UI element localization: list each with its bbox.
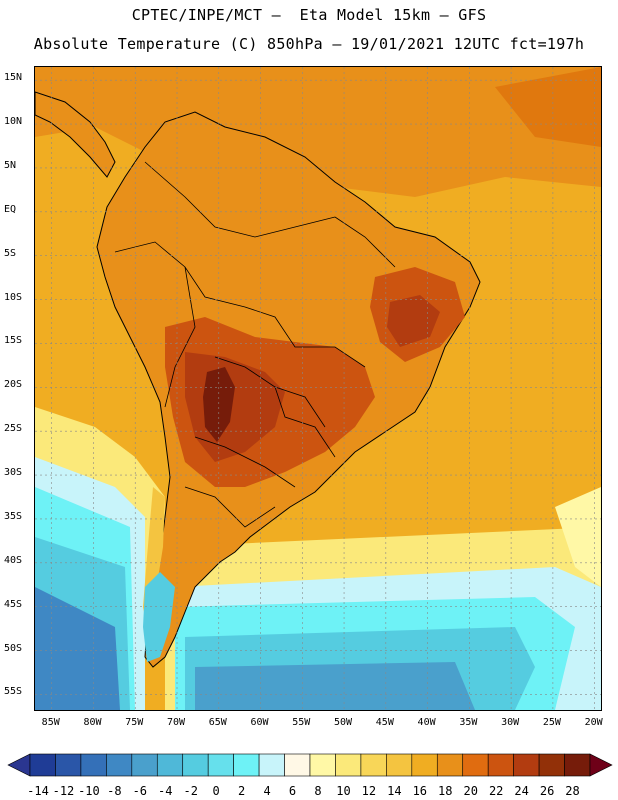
longitude-label: 50W: [334, 717, 353, 728]
tropical-hot-patch: [495, 67, 601, 147]
colorbar-tick-label: -8: [107, 784, 122, 798]
colorbar-segment: [309, 753, 336, 777]
central-america: [35, 91, 116, 178]
temperature-map: [34, 66, 602, 711]
northeast-hotter-patch: [387, 295, 440, 347]
temperature-colorbar: [7, 753, 613, 777]
colorbar-tick-label: 16: [412, 784, 428, 798]
colorbar-tick-label: 0: [212, 784, 220, 798]
colorbar-tick-label: -14: [27, 784, 49, 798]
colorbar-segment: [411, 753, 438, 777]
chart-title-line-1: CPTEC/INPE/MCT – Eta Model 15km – GFS: [131, 6, 487, 24]
tropical-warm-band: [35, 67, 601, 197]
latitude-label: 10S: [4, 291, 23, 303]
latitude-label: 25S: [4, 423, 23, 435]
latitude-label: 35S: [4, 510, 23, 522]
chart-title-line-2: Absolute Temperature (C) 850hPa – 19/01/…: [33, 35, 585, 53]
colorbar-tick-label: 12: [361, 784, 377, 798]
colorbar-low-arrow: [7, 753, 31, 777]
longitude-label: 40W: [417, 717, 436, 728]
longitude-label: 75W: [125, 717, 144, 728]
latitude-label: 5N: [4, 159, 17, 171]
colorbar-segment: [335, 753, 362, 777]
hottest-core: [203, 367, 235, 442]
colorbar-segment: [29, 753, 56, 777]
colorbar-segment: [131, 753, 158, 777]
colorbar-segment: [360, 753, 387, 777]
colorbar-tick-label: 8: [314, 784, 322, 798]
latitude-label: 5S: [4, 247, 17, 259]
colorbar-tick-label: -12: [52, 784, 75, 798]
longitude-label: 65W: [208, 717, 227, 728]
longitude-label: 35W: [459, 717, 478, 728]
colorbar-tick-label: -2: [183, 784, 198, 798]
longitude-label: 85W: [41, 717, 60, 728]
colorbar-segment: [436, 753, 464, 777]
latitude-label: 15S: [4, 335, 23, 347]
colorbar-segment: [462, 753, 489, 777]
longitude-label: 80W: [83, 717, 102, 728]
colorbar-high-arrow: [589, 753, 613, 777]
colorbar-segment: [106, 753, 133, 777]
coldest-band-south: [195, 662, 475, 710]
colorbar-tick-label: 2: [238, 784, 246, 798]
latitude-label: 15N: [4, 72, 23, 84]
latitude-label: 45S: [4, 598, 23, 610]
colorbar-tick-label: 4: [263, 784, 271, 798]
longitude-label: 55W: [292, 717, 311, 728]
colorbar-tick-label: -10: [78, 784, 100, 798]
pale-band-east: [555, 487, 601, 587]
colorbar-tick-label: 24: [514, 784, 529, 798]
colorbar-tick-label: 28: [565, 784, 580, 798]
colorbar-tick-label: 10: [336, 784, 351, 798]
latitude-label: EQ: [4, 203, 17, 215]
colorbar-segment: [487, 753, 514, 777]
colorbar-segment: [156, 753, 184, 777]
colorbar-segment: [386, 753, 413, 777]
latitude-label: 20S: [4, 379, 23, 391]
colorbar-tick-label: 20: [463, 784, 478, 798]
latitude-label: 50S: [4, 642, 23, 654]
longitude-label: 30W: [501, 717, 520, 728]
colorbar-tick-label: -6: [132, 784, 148, 798]
colorbar-segment: [233, 753, 260, 777]
country-borders: [114, 161, 396, 528]
patagonia-cold: [143, 572, 175, 662]
colorbar-tick-label: 6: [288, 784, 297, 798]
colorbar-segment: [538, 753, 565, 777]
colorbar-segment: [513, 753, 540, 777]
latitude-label: 55S: [4, 686, 23, 698]
colorbar-segment: [258, 753, 285, 777]
longitude-label: 60W: [250, 717, 269, 728]
latitude-label: 30S: [4, 467, 23, 479]
latitude-label: 10N: [4, 116, 23, 128]
colorbar-segment: [207, 753, 234, 777]
longitude-label: 20W: [584, 717, 603, 728]
colorbar-segment: [284, 753, 311, 777]
colorbar-segment: [564, 753, 591, 777]
map-canvas: [35, 67, 601, 710]
colorbar-tick-label: 14: [387, 784, 402, 798]
colorbar-segment: [80, 753, 107, 777]
longitude-label: 25W: [542, 717, 561, 728]
colorbar-tick-label: 22: [488, 784, 504, 798]
coldest-band-west: [35, 587, 120, 710]
colorbar-tick-label: 26: [539, 784, 555, 798]
longitude-label: 45W: [375, 717, 394, 728]
latitude-label: 40S: [4, 554, 23, 566]
colorbar-tick-label: 18: [438, 784, 453, 798]
colorbar-tick-label: -4: [158, 784, 173, 798]
longitude-label: 70W: [166, 717, 186, 728]
colorbar-segment: [55, 753, 82, 777]
colorbar-segment: [182, 753, 209, 777]
